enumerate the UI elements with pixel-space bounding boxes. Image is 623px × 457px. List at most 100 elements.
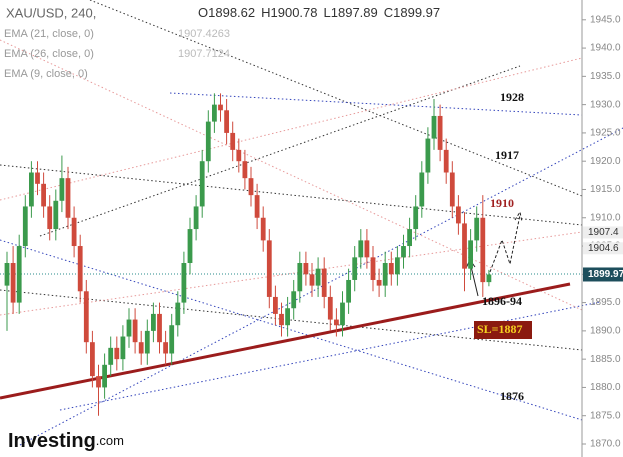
candle-body xyxy=(175,302,181,326)
candle-body xyxy=(35,172,40,184)
ohlc-value: 1897.89 xyxy=(331,5,378,20)
y-tick-label: 1930.0 xyxy=(590,99,621,110)
candle-body xyxy=(65,178,71,218)
indicator-name: EMA (21, close, 0) xyxy=(4,28,94,40)
candle-body xyxy=(480,217,486,283)
trendline xyxy=(0,39,583,311)
candle-body xyxy=(169,325,175,354)
symbol: XAU/USD, 240, xyxy=(6,5,96,20)
candle-body xyxy=(96,376,101,388)
sl-box xyxy=(474,321,532,339)
candle-body xyxy=(120,336,126,360)
candle-body xyxy=(71,217,77,247)
y-tick-label: 1875.0 xyxy=(590,410,621,421)
candle-body xyxy=(419,172,425,207)
candle-body xyxy=(266,240,272,297)
ohlc: O1898.62 H1900.78 L1897.89 C1899.97 xyxy=(198,5,440,20)
candle-body xyxy=(321,268,327,297)
candle-body xyxy=(4,263,10,286)
y-tick-label: 1910.0 xyxy=(590,212,621,223)
candle-body xyxy=(474,217,480,241)
candle-body xyxy=(364,240,370,258)
candle-body xyxy=(407,229,412,247)
price-label: 1907.4 xyxy=(588,227,619,238)
candle-body xyxy=(47,206,53,230)
y-tick-label: 1915.0 xyxy=(590,184,621,195)
trendline xyxy=(169,92,583,116)
candle-body xyxy=(224,110,229,133)
candle-body xyxy=(102,364,107,388)
price-label: 1904.6 xyxy=(588,243,619,254)
y-tick-label: 1945.0 xyxy=(590,14,621,25)
y-tick-label: 1935.0 xyxy=(590,71,621,82)
y-tick-label: 1895.0 xyxy=(590,297,621,308)
ohlc-label: O xyxy=(198,5,208,20)
indicator-value: 1907.7124 xyxy=(178,48,230,60)
annotation: 1910 xyxy=(490,196,514,210)
y-tick-label: 1870.0 xyxy=(590,439,621,450)
candle-body xyxy=(431,115,437,139)
candle-body xyxy=(29,172,34,207)
logo: Investing.com xyxy=(8,430,124,452)
candle-body xyxy=(462,223,467,269)
ohlc-value: 1898.62 xyxy=(208,5,255,20)
candle-body xyxy=(53,200,59,230)
candle-body xyxy=(77,246,83,292)
candle-body xyxy=(181,263,187,303)
logo-name: Investing xyxy=(8,430,96,452)
candle-body xyxy=(260,217,266,241)
candle-body xyxy=(279,313,284,326)
candle-body xyxy=(22,206,28,247)
trendline xyxy=(0,239,583,421)
candle-body xyxy=(236,149,242,162)
ohlc-label: C xyxy=(384,5,393,20)
candle-body xyxy=(193,206,199,230)
trendline xyxy=(39,65,521,237)
annotation: 1896-94 xyxy=(482,294,522,308)
candle-body xyxy=(327,296,333,320)
candle-body xyxy=(443,149,449,173)
last-price-box xyxy=(583,267,623,282)
indicator-name: EMA (26, close, 0) xyxy=(4,48,94,60)
logo-suffix: .com xyxy=(96,433,124,448)
candle-body xyxy=(187,229,193,264)
candle-body xyxy=(352,257,358,280)
candle-body xyxy=(126,319,132,337)
candle-body xyxy=(16,246,22,303)
annotation: SL=1887 xyxy=(477,322,523,336)
annotation: 1876 xyxy=(500,389,524,403)
candle-body xyxy=(41,183,46,207)
trendline xyxy=(0,289,583,351)
candle-body xyxy=(285,308,290,326)
candle-body xyxy=(114,347,120,360)
candle-body xyxy=(273,296,278,314)
last-price-label: 1899.97 xyxy=(588,269,623,280)
candle-body xyxy=(395,257,400,275)
candle-body xyxy=(218,104,223,111)
candle-body xyxy=(163,342,168,354)
candle-body xyxy=(315,268,321,286)
candle-body xyxy=(309,274,315,286)
y-tick-label: 1885.0 xyxy=(590,354,621,365)
candle-body xyxy=(157,313,162,343)
trendlines xyxy=(0,0,623,446)
candle-body xyxy=(370,257,376,280)
trendline xyxy=(0,164,583,226)
candle-body xyxy=(388,263,394,275)
candle-body xyxy=(303,263,309,275)
candle-body xyxy=(468,240,473,269)
candle-body xyxy=(340,302,345,326)
y-tick-label: 1890.0 xyxy=(590,326,621,337)
ohlc-value: 1900.78 xyxy=(271,5,318,20)
support-line xyxy=(0,282,571,400)
trendline xyxy=(19,127,623,446)
candle-body xyxy=(10,263,16,303)
candle-body xyxy=(230,132,236,150)
indicator-name: EMA (9, close, 0) xyxy=(4,68,88,80)
candle-body xyxy=(108,347,114,365)
candle-body xyxy=(346,279,351,303)
candle-body xyxy=(199,161,205,207)
annotation: 1917 xyxy=(495,148,519,162)
